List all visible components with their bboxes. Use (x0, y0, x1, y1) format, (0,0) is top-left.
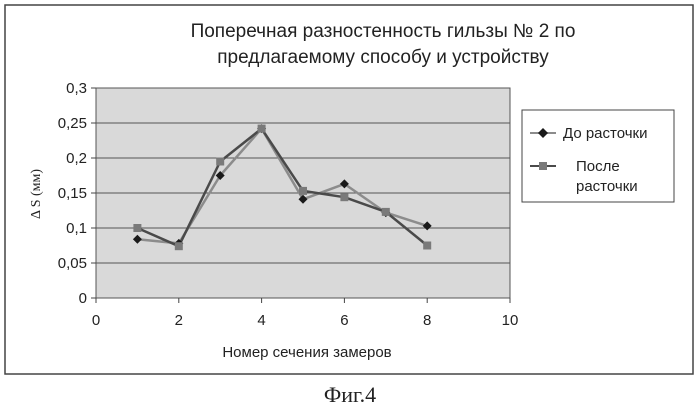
x-tick-label: 0 (92, 312, 100, 329)
data-point-square (423, 242, 431, 250)
y-tick-label: 0,1 (66, 220, 87, 237)
data-point-square (299, 187, 307, 195)
y-axis-label: Δ S (мм) (29, 169, 44, 219)
y-tick-label: 0,3 (66, 80, 87, 97)
y-tick-label: 0,15 (58, 185, 87, 202)
x-tick-label: 4 (257, 312, 265, 329)
x-tick-label: 2 (175, 312, 183, 329)
y-tick-label: 0,2 (66, 150, 87, 167)
legend-label-series-1: До расточки (563, 125, 648, 142)
data-point-square (133, 224, 141, 232)
legend-label-series-2-line-2: расточки (576, 178, 638, 195)
x-tick-label: 10 (502, 312, 519, 329)
data-point-square (258, 125, 266, 133)
legend-marker-square (539, 162, 547, 170)
y-tick-label: 0 (79, 290, 87, 307)
y-tick-label: 0,25 (58, 115, 87, 132)
x-tick-label: 8 (423, 312, 431, 329)
legend-label-series-2-line-1: После (576, 158, 620, 175)
data-point-square (175, 242, 183, 250)
data-point-square (340, 193, 348, 201)
chart: Поперечная разностенность гильзы № 2 по … (0, 0, 700, 380)
legend: До расточки После расточки (522, 110, 674, 202)
x-axis-label: Номер сечения замеров (222, 344, 391, 361)
x-tick-label: 6 (340, 312, 348, 329)
chart-title-line-1: Поперечная разностенность гильзы № 2 по (191, 21, 576, 42)
y-tick-label: 0,05 (58, 255, 87, 272)
chart-title-line-2: предлагаемому способу и устройству (217, 47, 549, 68)
data-point-square (216, 158, 224, 166)
data-point-square (382, 208, 390, 216)
figure-caption: Фиг.4 (0, 382, 700, 408)
